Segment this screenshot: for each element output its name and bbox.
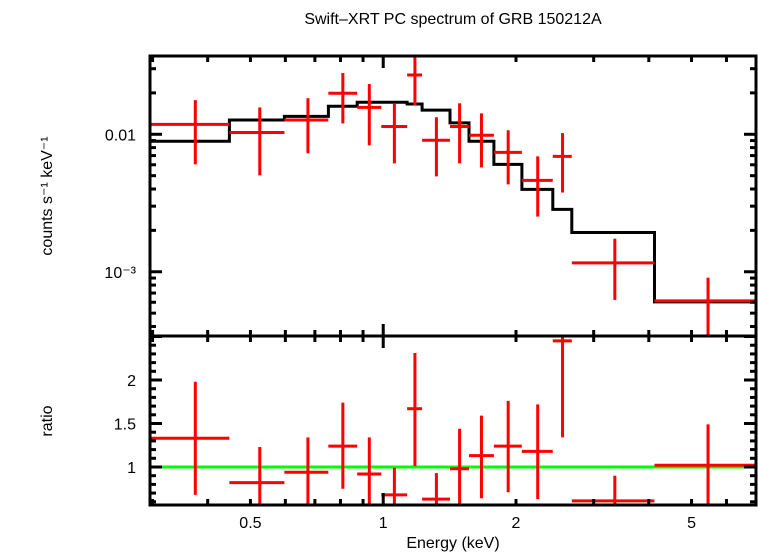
data-point (150, 100, 230, 165)
model-step-line (150, 100, 756, 304)
y-tick-label: 1.5 (114, 417, 136, 434)
y-tick-label: 2 (127, 373, 136, 390)
spectrum-y-label: counts s⁻¹ keV⁻¹ (39, 136, 56, 255)
data-point (284, 98, 329, 154)
ratio-point (328, 402, 358, 489)
ratio-point (449, 428, 470, 505)
x-tick-label: 1 (379, 515, 388, 532)
ratio-y-label: ratio (39, 405, 56, 436)
chart-title: Swift–XRT PC spectrum of GRB 150212A (304, 11, 602, 28)
data-point (493, 130, 522, 185)
data-point (571, 238, 655, 300)
data-point (654, 277, 756, 336)
data-point (381, 103, 408, 164)
data-point (422, 117, 450, 177)
x-axis-label: Energy (keV) (406, 535, 499, 552)
x-tick-label: 0.5 (239, 515, 261, 532)
ratio-point (284, 437, 329, 505)
ratio-point (357, 437, 382, 505)
data-point (449, 103, 470, 164)
spectrum-panel: 0.01 10⁻³ counts s⁻¹ keV⁻¹ (39, 54, 758, 338)
ratio-panel: 0.5 1 2 5 1 1.5 2 ratio Energy (keV) (39, 324, 758, 552)
ratio-point (422, 473, 450, 505)
ratio-point (469, 415, 494, 499)
data-point (469, 113, 494, 168)
ratio-point (493, 400, 522, 493)
ratio-point (521, 404, 553, 500)
x-tick-label: 5 (687, 515, 696, 532)
data-point (407, 56, 423, 106)
data-point (357, 84, 382, 146)
data-point (328, 73, 358, 124)
ratio-point (654, 424, 756, 505)
ratio-panel-frame (148, 334, 758, 507)
y-tick-label: 1 (127, 460, 136, 477)
spectrum-panel-frame (148, 54, 758, 338)
data-point (521, 156, 553, 217)
x-tick-label: 2 (512, 515, 521, 532)
ratio-point (407, 353, 423, 467)
data-point (552, 133, 572, 193)
ratio-point (571, 475, 655, 505)
ratio-point (381, 467, 408, 505)
y-tick-label: 10⁻³ (104, 265, 136, 282)
data-point (229, 107, 285, 176)
y-tick-label: 0.01 (105, 127, 136, 144)
ratio-point (229, 446, 285, 505)
ratio-point (552, 336, 572, 438)
ratio-point (150, 381, 230, 495)
